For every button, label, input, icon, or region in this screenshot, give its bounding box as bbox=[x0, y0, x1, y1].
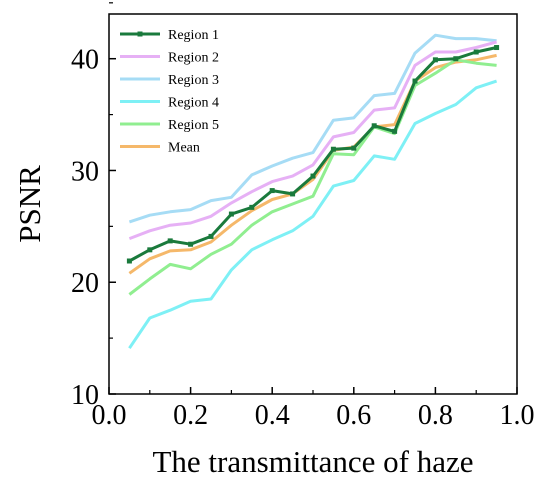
series-point bbox=[494, 45, 500, 51]
series-point bbox=[147, 247, 153, 253]
plot-frame bbox=[108, 13, 518, 395]
legend-label: Region 5 bbox=[168, 118, 219, 133]
legend: Region 1 Region 2 Region 3 Region 4 Region 5… bbox=[120, 28, 219, 156]
legend-label: Region 4 bbox=[168, 96, 219, 111]
series-point bbox=[290, 191, 296, 197]
series-point bbox=[392, 128, 398, 134]
series-line-5 bbox=[128, 58, 497, 296]
x-tick-label: 0.8 bbox=[418, 400, 453, 431]
series-point bbox=[330, 146, 336, 152]
series-point bbox=[453, 56, 459, 62]
legend-label: Region 1 bbox=[168, 28, 219, 43]
y-tick-label: 40 bbox=[71, 45, 99, 76]
series-point bbox=[412, 78, 418, 84]
series-line-2 bbox=[128, 40, 497, 241]
legend-label: Region 3 bbox=[168, 73, 219, 88]
series-line-3 bbox=[128, 33, 497, 224]
x-tick-label: 0.4 bbox=[255, 400, 290, 431]
series-point bbox=[432, 57, 438, 63]
series-point bbox=[208, 233, 214, 239]
x-tick-label: 1.0 bbox=[500, 400, 535, 431]
x-tick-label: 0.6 bbox=[336, 400, 371, 431]
series-point bbox=[188, 241, 194, 247]
series-point bbox=[167, 238, 173, 244]
series-point bbox=[228, 211, 234, 217]
series-point bbox=[269, 188, 275, 194]
series-line-6 bbox=[128, 53, 497, 275]
axis-ticks: 0.0 0.2 0.4 0.6 0.8 1.0 10 20 30 40 bbox=[71, 2, 535, 431]
y-tick-label: 20 bbox=[71, 268, 99, 299]
legend-label: Mean bbox=[168, 141, 200, 156]
legend-label: Region 2 bbox=[168, 51, 219, 66]
series-point bbox=[310, 173, 316, 179]
x-axis-title: The transmittance of haze bbox=[152, 444, 473, 479]
series-line-4 bbox=[128, 79, 498, 350]
series-point bbox=[351, 145, 357, 151]
y-axis-title: PSNR bbox=[12, 165, 47, 243]
series-layer bbox=[126, 33, 500, 350]
y-tick-label: 10 bbox=[71, 380, 99, 411]
series-point bbox=[371, 123, 377, 129]
series-point bbox=[249, 204, 255, 210]
y-tick-label: 30 bbox=[71, 156, 99, 187]
x-tick-label: 0.2 bbox=[173, 400, 208, 431]
series-point bbox=[473, 49, 479, 55]
x-tick-label: 0.0 bbox=[92, 400, 127, 431]
legend-marker bbox=[137, 31, 143, 37]
series-point bbox=[126, 258, 132, 264]
